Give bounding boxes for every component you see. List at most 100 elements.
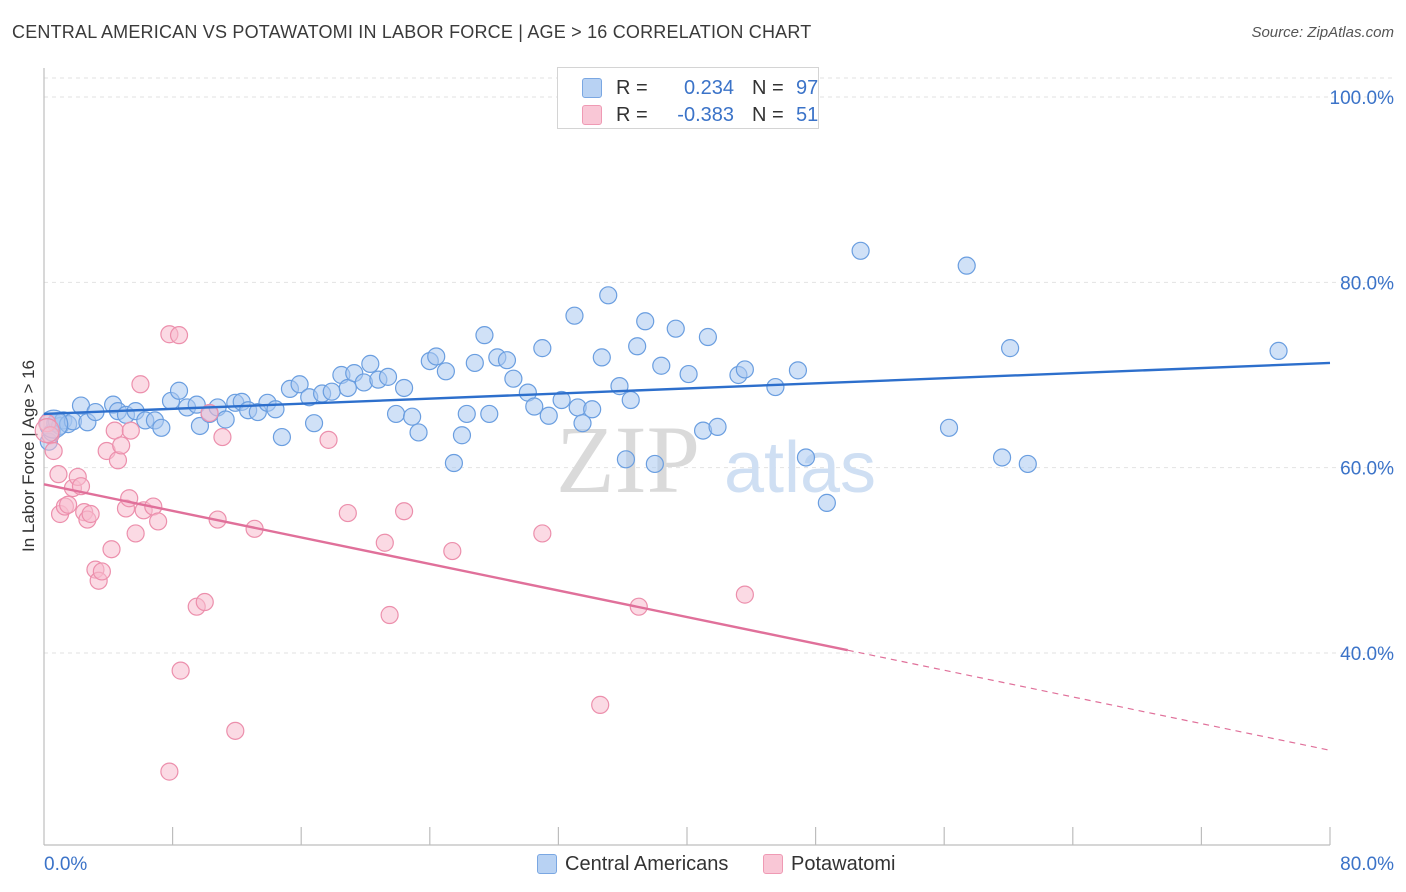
data-point: [272, 427, 292, 447]
correlation-legend: R = 0.234 N = 97 R = -0.383 N = 51: [557, 67, 819, 129]
data-point: [403, 407, 422, 426]
data-point: [539, 406, 558, 425]
axes: [43, 68, 1331, 846]
data-point: [452, 426, 472, 445]
data-point: [121, 421, 140, 440]
data-point: [591, 695, 610, 714]
data-point: [131, 375, 150, 394]
data-point: [394, 502, 414, 521]
data-point: [152, 418, 171, 437]
data-point: [444, 453, 464, 473]
data-point: [378, 367, 398, 386]
bottom-legend-central-americans: Central Americans: [537, 852, 728, 876]
data-point: [126, 524, 145, 543]
bottom-legend-swatch-blue: [537, 854, 557, 874]
data-point: [497, 351, 517, 370]
data-point: [636, 312, 655, 331]
data-point: [436, 362, 455, 381]
data-point: [533, 339, 552, 358]
data-point: [565, 306, 584, 325]
data-point: [645, 454, 664, 474]
x-tick-label: 0.0%: [44, 854, 87, 875]
series-potawatomi: [34, 325, 754, 781]
data-point: [698, 327, 717, 347]
data-point: [149, 512, 168, 531]
y-tick-label: 60.0%: [1340, 459, 1394, 480]
data-point: [1269, 341, 1288, 361]
data-point: [592, 348, 611, 367]
data-point: [200, 403, 219, 423]
data-point: [169, 381, 189, 400]
data-point: [102, 540, 121, 559]
data-point: [573, 414, 592, 433]
data-point: [216, 410, 235, 429]
data-point: [851, 241, 870, 260]
data-point: [375, 533, 394, 552]
data-point: [190, 416, 210, 436]
data-point: [443, 541, 462, 561]
y-tick-label: 100.0%: [1330, 88, 1395, 109]
data-point: [957, 256, 976, 275]
data-point: [59, 495, 78, 514]
data-point: [992, 448, 1012, 467]
tick-labels: 40.0% 60.0% 80.0% 100.0% 0.0% 80.0%: [44, 88, 1394, 875]
data-point: [552, 390, 571, 410]
legend-swatch-blue: [582, 78, 602, 98]
data-point: [49, 465, 68, 484]
legend-r-label: R =: [616, 103, 648, 126]
series-central-americans: [39, 241, 1288, 512]
data-point: [616, 450, 636, 469]
data-point: [599, 286, 618, 305]
data-point: [304, 414, 324, 433]
data-point: [666, 319, 685, 338]
legend-n-value: 97: [796, 76, 819, 99]
data-point: [652, 356, 671, 375]
data-point: [525, 397, 544, 416]
data-point: [92, 562, 111, 581]
data-point: [1001, 339, 1020, 358]
data-point: [195, 592, 214, 612]
data-point: [504, 369, 523, 388]
data-point: [112, 436, 131, 455]
data-point: [533, 524, 552, 543]
data-point: [679, 364, 698, 384]
bottom-legend-swatch-pink: [763, 854, 783, 874]
trend-lines: [43, 361, 1331, 751]
data-point: [621, 390, 640, 410]
legend-row-potawatomi: R = -0.383 N = 51: [582, 103, 818, 127]
data-point: [583, 400, 602, 419]
data-point: [361, 354, 380, 373]
data-point: [171, 661, 190, 680]
trend-line-potawatomi: [43, 483, 848, 652]
data-point: [628, 337, 647, 356]
data-point: [169, 326, 189, 345]
bottom-legend-label: Potawatomi: [791, 852, 896, 875]
trend-line-central-americans: [43, 361, 1331, 416]
legend-n-label: N =: [752, 76, 784, 99]
legend-n-label: N =: [752, 103, 784, 126]
data-point: [213, 427, 232, 447]
data-point: [475, 326, 494, 345]
data-point: [44, 441, 63, 461]
legend-r-value: 0.234: [683, 76, 734, 99]
watermark-atlas: atlas: [724, 428, 876, 508]
data-point: [427, 347, 446, 366]
data-point: [465, 353, 484, 373]
data-point: [735, 585, 754, 604]
source-label: Source: ZipAtlas.com: [1251, 24, 1394, 41]
data-point: [108, 451, 128, 470]
bottom-legend-potawatomi: Potawatomi: [763, 852, 896, 876]
watermark: ZIP atlas: [556, 406, 876, 513]
y-tick-label: 40.0%: [1340, 644, 1394, 665]
data-point: [338, 503, 357, 523]
data-point: [160, 762, 179, 781]
data-point: [290, 375, 309, 394]
data-point: [796, 448, 816, 467]
data-point-cluster: [34, 418, 60, 444]
data-point: [409, 423, 428, 442]
data-point: [788, 361, 808, 380]
trend-line-potawatomi-extrapolated: [847, 649, 1331, 751]
legend-row-central-americans: R = 0.234 N = 97: [582, 76, 818, 100]
data-point: [1018, 454, 1037, 474]
